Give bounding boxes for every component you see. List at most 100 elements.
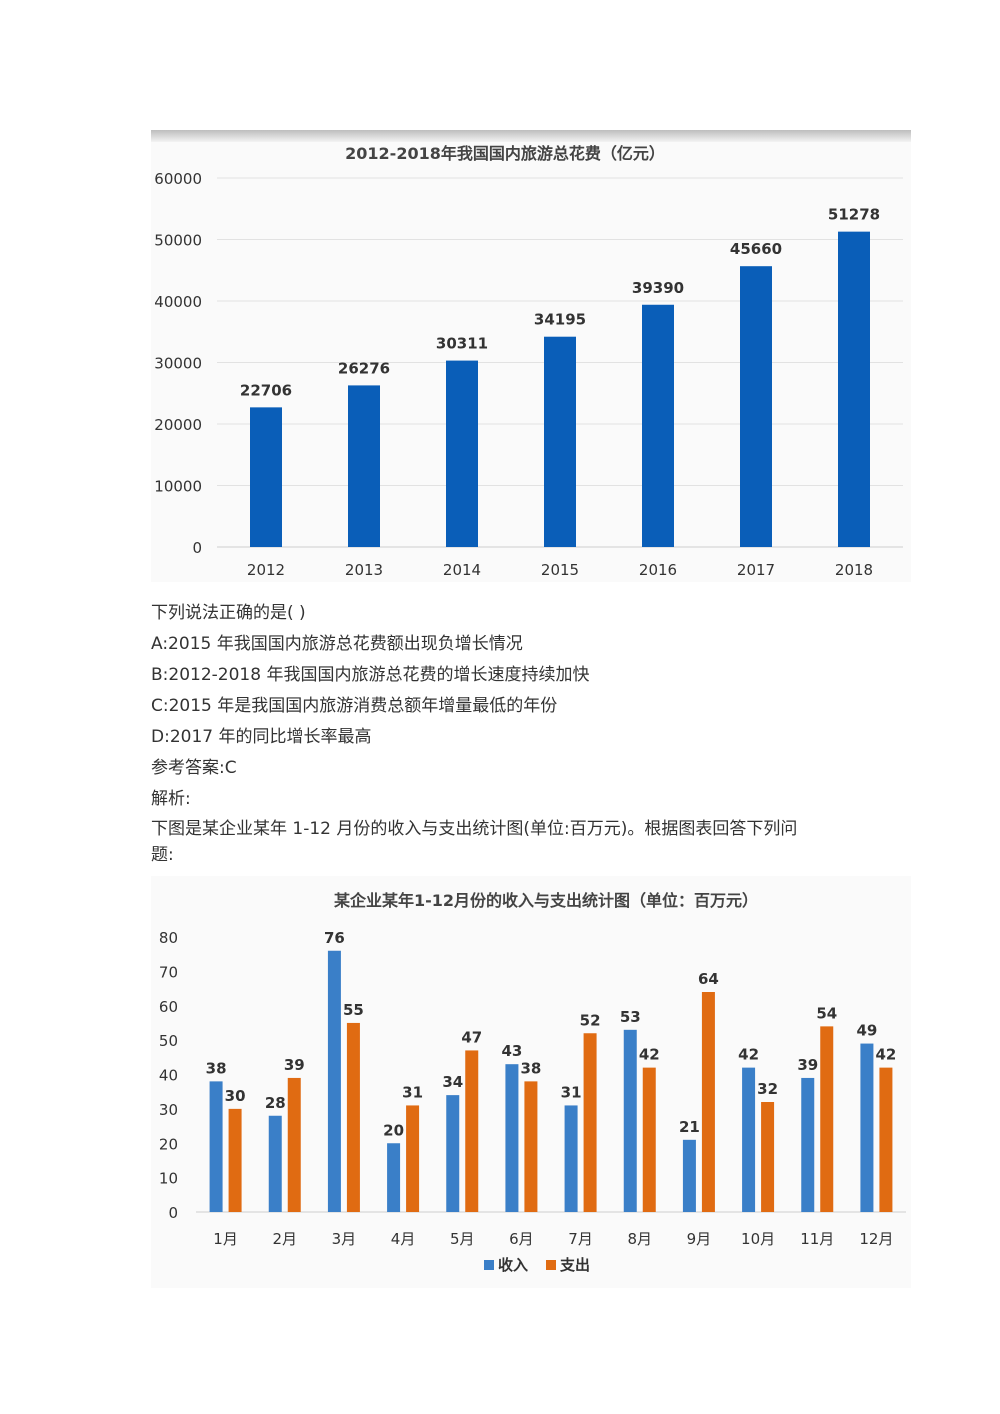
answer: 参考答案:C — [151, 758, 237, 778]
y-tick-label: 50 — [159, 1032, 178, 1050]
bar — [642, 304, 674, 547]
data-label: 28 — [265, 1094, 286, 1112]
data-label: 47 — [461, 1028, 482, 1046]
analysis: 解析: — [151, 789, 191, 809]
expense-bar — [701, 992, 715, 1212]
x-tick-label: 5月 — [450, 1230, 475, 1248]
income-bar — [860, 1043, 874, 1212]
data-label: 22706 — [240, 381, 292, 399]
x-tick-label: 12月 — [859, 1230, 893, 1248]
data-label: 38 — [206, 1059, 227, 1077]
income-bar — [564, 1105, 578, 1212]
expense-bar — [820, 1026, 834, 1212]
bar — [544, 336, 576, 547]
chart1-title: 2012-2018年我国国内旅游总花费（亿元） — [345, 144, 665, 163]
option-d: D:2017 年的同比增长率最高 — [151, 727, 372, 747]
y-tick-label: 10000 — [154, 478, 202, 496]
data-label: 21 — [679, 1118, 700, 1136]
question-stem: 下列说法正确的是( ) — [151, 603, 306, 623]
intro-line-1: 下图是某企业某年 1-12 月份的收入与支出统计图(单位:百万元)。根据图表回答… — [151, 819, 798, 839]
income-bar — [682, 1139, 696, 1212]
income-bar — [801, 1077, 815, 1212]
chart-income-expense: 某企业某年1-12月份的收入与支出统计图（单位：百万元） 0 10 20 30 40 50… — [151, 876, 911, 1288]
x-tick-label: 2014 — [443, 561, 481, 579]
data-label: 54 — [816, 1004, 837, 1022]
chart-tourism-spending: 2012-2018年我国国内旅游总花费（亿元） 0 10000 20000 30000… — [151, 130, 911, 582]
data-label: 76 — [324, 929, 345, 947]
chart-top-shadow — [151, 130, 911, 142]
bar — [446, 360, 478, 547]
data-label: 30311 — [436, 335, 488, 353]
income-bar — [209, 1081, 223, 1212]
expense-bar — [583, 1033, 597, 1212]
expense-bar — [879, 1067, 893, 1212]
x-tick-label: 10月 — [741, 1230, 775, 1248]
question-block: 下列说法正确的是( ) A:2015 年我国国内旅游总花费额出现负增长情况 B:… — [151, 598, 851, 815]
data-label: 43 — [501, 1042, 522, 1060]
data-label: 53 — [620, 1008, 641, 1026]
legend-label: 收入 — [498, 1256, 528, 1274]
data-label: 30 — [225, 1087, 246, 1105]
income-bar — [387, 1143, 401, 1212]
expense-bar — [346, 1022, 360, 1212]
bar — [838, 231, 870, 547]
option-c: C:2015 年是我国国内旅游消费总额年增量最低的年份 — [151, 696, 558, 716]
intro-paragraph: 下图是某企业某年 1-12 月份的收入与支出统计图(单位:百万元)。根据图表回答… — [151, 816, 851, 868]
intro-line-2: 题: — [151, 845, 174, 865]
legend-label: 支出 — [559, 1256, 590, 1274]
data-label: 31 — [561, 1083, 582, 1101]
data-label: 38 — [520, 1059, 541, 1077]
chart1-svg: 2012-2018年我国国内旅游总花费（亿元） 0 10000 20000 30000… — [154, 144, 903, 579]
income-bar — [446, 1095, 460, 1212]
x-tick-label: 6月 — [509, 1230, 534, 1248]
data-label: 45660 — [730, 240, 782, 258]
expense-bar — [642, 1067, 656, 1212]
chart2-title: 某企业某年1-12月份的收入与支出统计图（单位：百万元） — [333, 891, 758, 910]
data-label: 26276 — [338, 359, 390, 377]
y-tick-label: 30 — [159, 1101, 178, 1119]
data-label: 51278 — [828, 206, 880, 224]
data-label: 20 — [383, 1121, 404, 1139]
bar — [250, 407, 282, 547]
expense-bar — [406, 1105, 420, 1212]
data-label: 64 — [698, 970, 719, 988]
expense-bar — [524, 1081, 538, 1212]
data-label: 42 — [639, 1046, 660, 1064]
option-b: B:2012-2018 年我国国内旅游总花费的增长速度持续加快 — [151, 665, 590, 685]
income-bar — [327, 950, 341, 1212]
data-label: 39390 — [632, 279, 684, 297]
data-label: 39 — [797, 1056, 818, 1074]
x-tick-label: 1月 — [213, 1230, 238, 1248]
y-tick-label: 20 — [159, 1135, 178, 1153]
income-bar — [623, 1029, 637, 1212]
x-tick-label: 7月 — [568, 1230, 593, 1248]
y-tick-label: 10 — [159, 1170, 178, 1188]
x-tick-label: 2018 — [835, 561, 873, 579]
chart2-svg: 某企业某年1-12月份的收入与支出统计图（单位：百万元） 0 10 20 30 40 50… — [159, 891, 906, 1274]
data-label: 42 — [875, 1046, 896, 1064]
x-tick-label: 2016 — [639, 561, 677, 579]
data-label: 49 — [856, 1022, 877, 1040]
expense-bar — [228, 1108, 242, 1212]
y-tick-label: 60 — [159, 998, 178, 1016]
expense-bar — [465, 1050, 479, 1212]
bar — [348, 385, 380, 547]
y-tick-label: 60000 — [154, 170, 202, 188]
option-a: A:2015 年我国国内旅游总花费额出现负增长情况 — [151, 634, 523, 654]
x-tick-label: 3月 — [332, 1230, 357, 1248]
expense-bar — [761, 1102, 775, 1212]
data-label: 34195 — [534, 311, 586, 329]
x-tick-label: 4月 — [391, 1230, 416, 1248]
legend-swatch — [484, 1260, 494, 1270]
y-tick-label: 0 — [192, 539, 202, 557]
data-label: 55 — [343, 1001, 364, 1019]
income-bar — [742, 1067, 756, 1212]
y-tick-label: 50000 — [154, 232, 202, 250]
bar — [740, 266, 772, 547]
data-label: 42 — [738, 1046, 759, 1064]
y-tick-label: 40 — [159, 1067, 178, 1085]
y-tick-label: 0 — [168, 1204, 178, 1222]
data-label: 52 — [580, 1011, 601, 1029]
x-tick-label: 2012 — [247, 561, 285, 579]
x-tick-label: 2015 — [541, 561, 579, 579]
